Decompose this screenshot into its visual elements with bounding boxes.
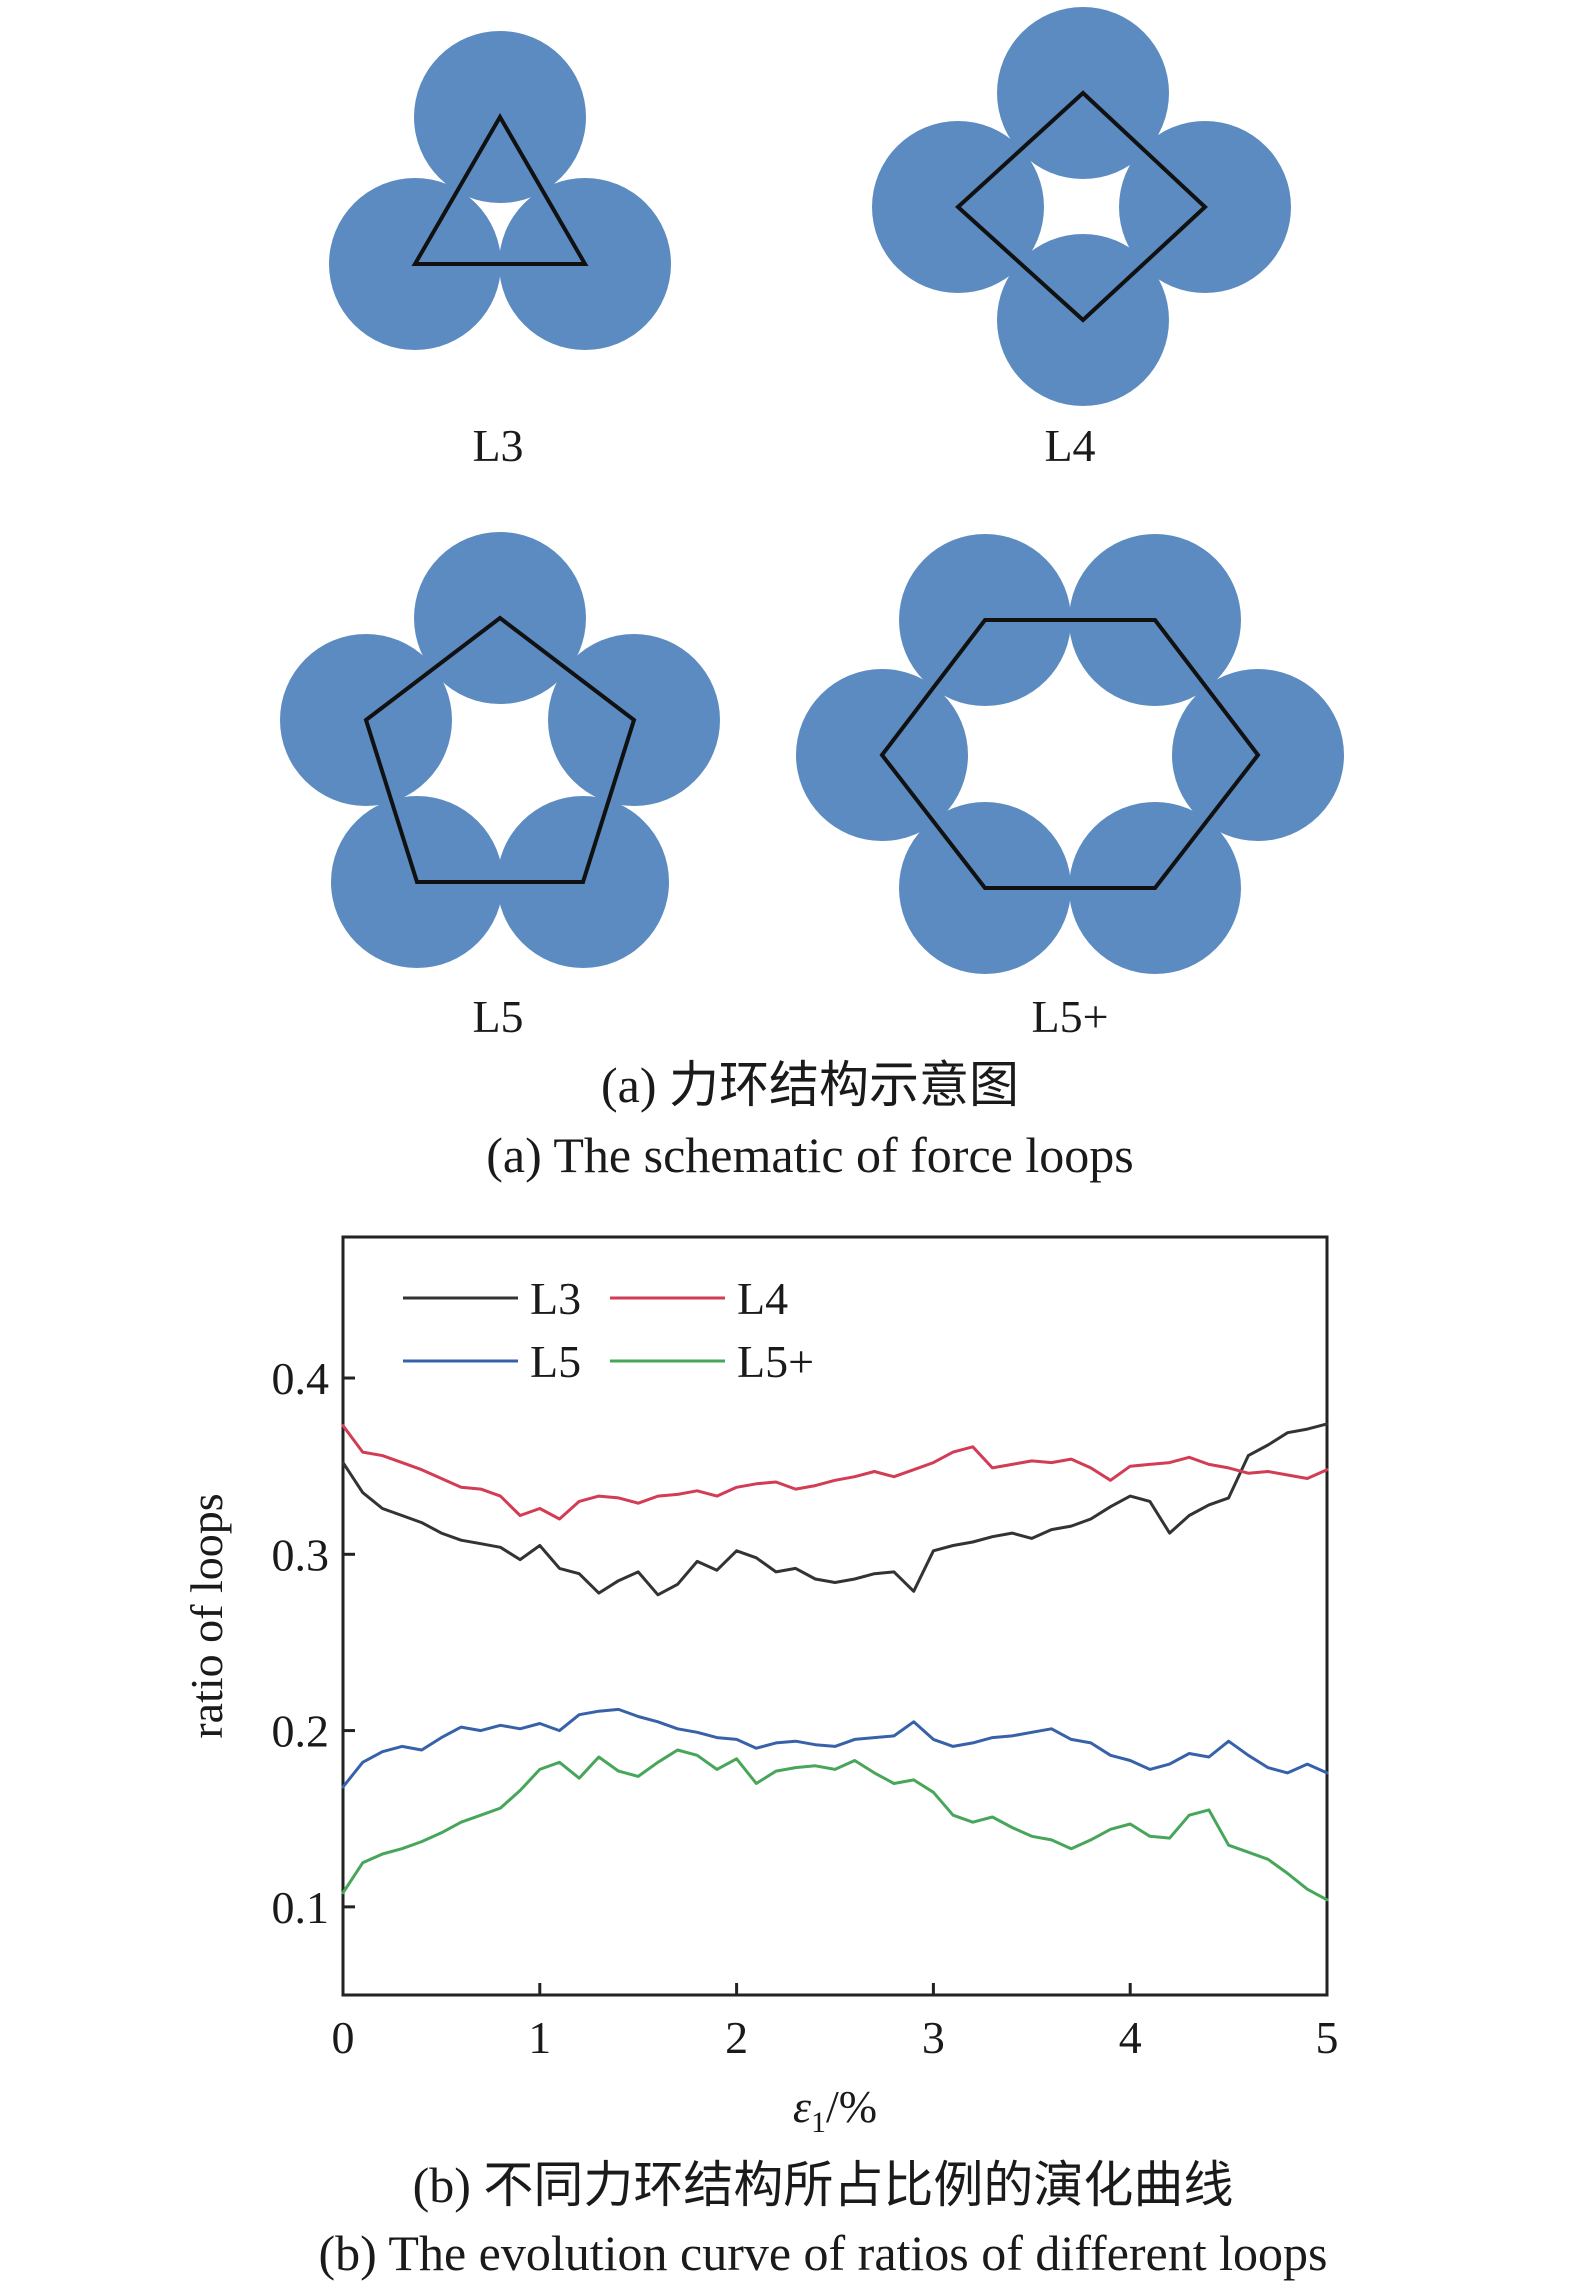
loop-l5plus-diagram [796, 534, 1344, 974]
y-tick-marks [343, 1376, 355, 1909]
x-tick-label: 1 [528, 2012, 551, 2063]
series-line-l4 [341, 1424, 1329, 1521]
label-l5plus: L5+ [1031, 991, 1108, 1042]
x-tick-label: 5 [1316, 2012, 1339, 2063]
legend-label-l5plus: L5+ [737, 1336, 814, 1387]
legend: L3 L4 L5 L5+ [403, 1273, 814, 1387]
caption-a-en: (a) The schematic of force loops [486, 1127, 1133, 1183]
y-tick-label: 0.2 [272, 1706, 330, 1757]
series-line-l5 [341, 1707, 1329, 1789]
legend-label-l4: L4 [737, 1273, 788, 1324]
series-lines [341, 1422, 1329, 1902]
y-tick-label: 0.3 [272, 1529, 330, 1580]
x-axis-title: ε1/% [793, 2081, 877, 2139]
label-l5: L5 [472, 991, 523, 1042]
x-tick-label: 4 [1119, 2012, 1142, 2063]
x-tick-label: 3 [922, 2012, 945, 2063]
y-tick-label: 0.4 [272, 1353, 330, 1404]
legend-label-l5: L5 [530, 1336, 581, 1387]
x-axis-symbol: ε [793, 2081, 812, 2132]
void [484, 210, 516, 238]
x-axis-subscript: 1 [811, 2106, 826, 2139]
series-line-l3 [341, 1422, 1329, 1597]
x-tick-labels: 0 1 2 3 4 5 [332, 2012, 1339, 2063]
force-loop-pentagon [363, 615, 637, 884]
force-loop-square [955, 90, 1208, 323]
caption-b-en: (b) The evolution curve of ratios of dif… [319, 2225, 1328, 2281]
plot-frame [341, 1235, 1329, 1997]
legend-label-l3: L3 [530, 1273, 581, 1324]
caption-a-cn: (a) 力环结构示意图 [601, 1057, 1019, 1113]
y-tick-labels: 0.1 0.2 0.3 0.4 [272, 1353, 330, 1933]
x-axis-unit: /% [826, 2081, 877, 2132]
loop-l5-diagram [280, 532, 720, 968]
label-l4: L4 [1044, 420, 1095, 471]
loop-l4-diagram [872, 7, 1291, 406]
series-line-l5plus [341, 1748, 1329, 1902]
force-loop-triangle [411, 113, 589, 266]
x-tick-label: 2 [725, 2012, 748, 2063]
y-tick-label: 0.1 [272, 1882, 330, 1933]
loop-ratio-chart: 0 1 2 3 4 5 0.1 0.2 0.3 0.4 L3 L4 L5 L5+ ratio o… [181, 1235, 1339, 2139]
label-l3: L3 [472, 420, 523, 471]
force-loop-hexagon [879, 618, 1261, 890]
caption-b-cn: (b) 不同力环结构所占比例的演化曲线 [413, 2157, 1234, 2213]
x-tick-marks [341, 1983, 1329, 1995]
x-tick-label: 0 [332, 2012, 355, 2063]
y-axis-title: ratio of loops [181, 1493, 232, 1738]
loop-l3-diagram [329, 31, 671, 350]
